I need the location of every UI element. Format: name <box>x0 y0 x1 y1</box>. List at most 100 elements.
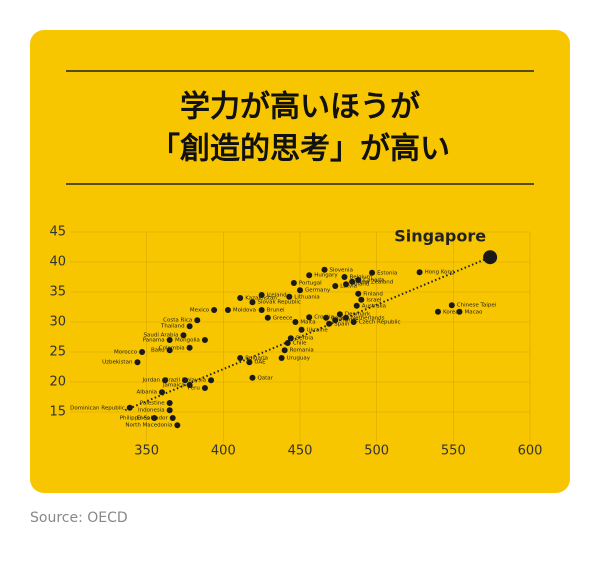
point-label: Mexico <box>190 308 210 314</box>
point-label: Peru <box>188 386 200 392</box>
point <box>332 317 339 324</box>
point <box>258 292 265 298</box>
point <box>208 377 215 384</box>
y-tick-label: 40 <box>49 255 66 270</box>
point-label: Iceland <box>267 293 287 299</box>
point <box>264 314 271 321</box>
x-tick-label: 350 <box>134 444 159 459</box>
point-label: Thailand <box>160 324 185 330</box>
title: 学力が高いほうが <box>180 90 420 125</box>
x-tick-label: 500 <box>364 444 389 459</box>
point <box>297 287 303 294</box>
point-label: Korea <box>443 309 459 315</box>
point <box>326 320 333 327</box>
point <box>139 349 146 355</box>
point-label: Uruguay <box>287 356 311 362</box>
point-label: France <box>340 318 359 324</box>
source: Source: OECD <box>30 510 128 526</box>
point <box>134 359 141 366</box>
point <box>186 344 193 351</box>
title: 「創造的思考」が高い <box>150 132 450 167</box>
point-label: Kazakhstan <box>245 296 277 302</box>
y-tick-label: 30 <box>49 315 66 330</box>
point <box>278 355 285 361</box>
point <box>448 302 455 309</box>
point-label: Finland <box>363 291 383 297</box>
point <box>249 299 256 306</box>
point-label: Germany <box>305 288 331 294</box>
point-label: Ukraine <box>307 327 329 333</box>
point-label: Indonesia <box>138 408 165 414</box>
point <box>306 272 313 279</box>
point-label: Brazil <box>165 378 181 384</box>
point <box>416 269 423 276</box>
y-tick-label: 15 <box>49 405 66 420</box>
point-label: UAE <box>254 360 266 366</box>
point <box>258 307 265 313</box>
point-label: New Zealand <box>357 279 393 285</box>
point <box>159 389 165 396</box>
point <box>456 308 463 315</box>
point <box>186 323 193 330</box>
point-label: Brunei <box>267 308 285 314</box>
point <box>166 400 173 406</box>
point-label: Slovak Republic <box>257 300 300 306</box>
point-label: Greece <box>273 315 293 321</box>
y-tick-label: 35 <box>49 285 66 300</box>
point-label: Dominican Republic <box>70 405 125 411</box>
point <box>281 347 288 354</box>
point <box>237 295 244 301</box>
point-label: Philippines <box>120 416 150 422</box>
point-label: Saudi Arabia <box>144 333 179 339</box>
point <box>358 296 365 303</box>
point <box>237 355 244 361</box>
point-label: Estonia <box>377 270 397 276</box>
point-label: Latvia <box>340 284 357 290</box>
point <box>174 422 181 429</box>
point-label: Moldova <box>233 308 256 314</box>
point-label: Romania <box>290 348 314 354</box>
point <box>182 377 188 384</box>
point-label: North Macedonia <box>125 423 172 429</box>
point-label: Canada <box>363 278 384 284</box>
point-label: Chile <box>293 341 307 347</box>
point <box>286 293 293 300</box>
point <box>343 281 349 288</box>
point <box>186 382 193 388</box>
point <box>323 314 330 321</box>
point <box>306 314 313 321</box>
point-label: Portugal <box>299 281 322 287</box>
point-label: Poland <box>351 282 369 288</box>
point <box>350 319 357 325</box>
point-label: Morocco <box>114 350 138 356</box>
point <box>332 283 339 289</box>
point <box>349 278 356 285</box>
x-tick-label: 550 <box>441 444 466 459</box>
point-label: Jamaica <box>162 383 185 389</box>
point-label: Mongolia <box>175 338 200 344</box>
point-label: Uzbekistan <box>102 360 133 366</box>
point <box>343 314 349 321</box>
y-tick-label: 20 <box>49 375 66 390</box>
point-label: Singapore <box>394 227 486 246</box>
y-tick-label: 45 <box>49 225 66 240</box>
point <box>249 374 256 381</box>
point <box>341 274 348 280</box>
point-label: Serbia <box>296 336 314 342</box>
point <box>166 337 173 343</box>
point-label: Qatar <box>257 375 273 381</box>
point <box>369 269 376 276</box>
point <box>292 319 299 325</box>
point <box>211 307 218 313</box>
point <box>284 340 291 346</box>
point <box>162 377 169 384</box>
point <box>151 415 158 421</box>
plot: 15 20 25 30 35 40 45 350 400 450 500 550 600 Singapor… <box>49 225 542 459</box>
point <box>180 332 187 339</box>
point-label: Jordan <box>142 378 161 384</box>
point-label: Croatia <box>314 315 334 321</box>
point-label: Lithuania <box>294 294 319 300</box>
point-label: Belgium <box>349 275 372 281</box>
point-label: Israel <box>366 297 382 303</box>
point-label: Malta <box>300 320 315 326</box>
